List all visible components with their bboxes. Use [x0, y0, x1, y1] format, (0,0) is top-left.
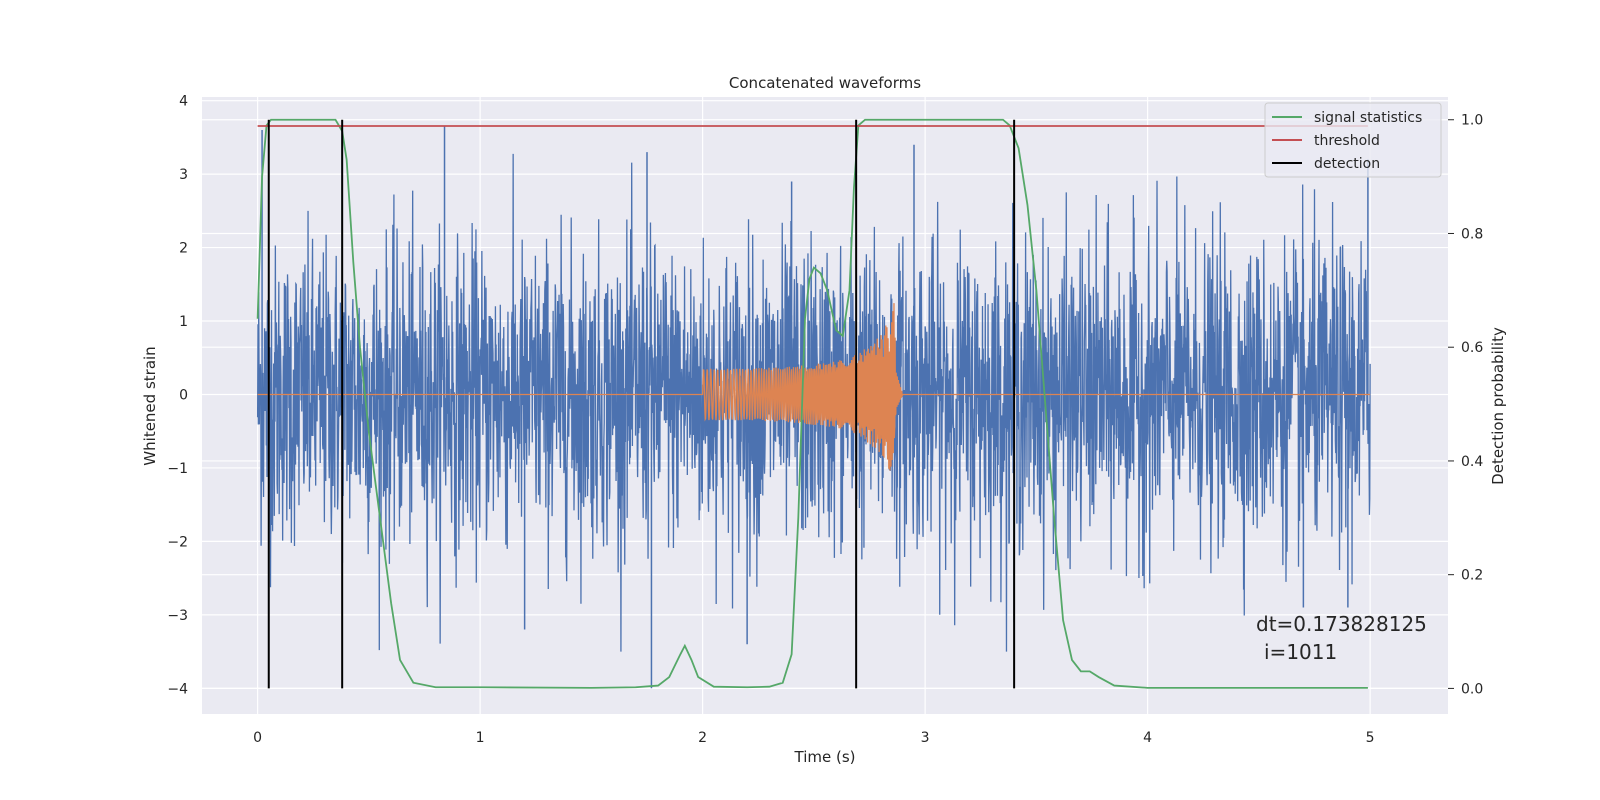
chirp-line: [257, 303, 1371, 471]
y-tick-label: −3: [167, 608, 188, 624]
detection-probability-series: [256, 118, 1368, 689]
legend: signal statistics threshold detection: [1264, 102, 1442, 178]
y-tick-label: −4: [167, 681, 188, 697]
y2-tick-label: 1.0: [1461, 113, 1483, 129]
legend-box: [1264, 102, 1442, 178]
x-tick-label: 0: [253, 730, 262, 746]
y-tick-label: 3: [179, 167, 188, 183]
y-axis-label: Whitened strain: [141, 346, 159, 465]
y-tick-label: 1: [179, 314, 188, 330]
x-axis-ticks: 0 1 2 3 4 5: [253, 730, 1374, 746]
x-tick-label: 5: [1366, 730, 1375, 746]
legend-label-detection: detection: [1314, 156, 1380, 172]
x-axis-label: Time (s): [794, 748, 856, 766]
y-tick-label: −2: [167, 534, 188, 550]
y2-tick-label: 0.6: [1461, 340, 1483, 356]
chirp-series: [257, 303, 1371, 471]
x-tick-label: 2: [698, 730, 707, 746]
y2-tick-label: 0.2: [1461, 568, 1483, 584]
y2-tick-label: 0.0: [1461, 681, 1483, 697]
chart-title: Concatenated waveforms: [729, 74, 921, 92]
y-tick-label: 4: [179, 94, 188, 110]
legend-label-signal-statistics: signal statistics: [1314, 110, 1422, 126]
y-tick-label: 2: [179, 241, 188, 257]
y-tick-label: −1: [167, 461, 188, 477]
x-tick-label: 3: [921, 730, 930, 746]
annotation-dt: dt=0.173828125: [1256, 612, 1427, 636]
y2-tick-label: 0.4: [1461, 454, 1483, 470]
y-tick-label: 0: [179, 387, 188, 403]
y2-tick-label: 0.8: [1461, 226, 1483, 242]
signal-statistics-line: [256, 118, 1368, 689]
noise-line: [256, 153, 1371, 652]
x-tick-label: 4: [1143, 730, 1152, 746]
y2-axis-ticks: 0.0 0.2 0.4 0.6 0.8 1.0: [1448, 113, 1483, 697]
y-axis-ticks: −4 −3 −2 −1 0 1 2 3 4: [167, 94, 188, 698]
annotation-i: i=1011: [1264, 640, 1337, 664]
legend-label-threshold: threshold: [1314, 133, 1380, 149]
x-tick-label: 1: [476, 730, 485, 746]
y2-axis-label: Detection probability: [1489, 327, 1507, 485]
